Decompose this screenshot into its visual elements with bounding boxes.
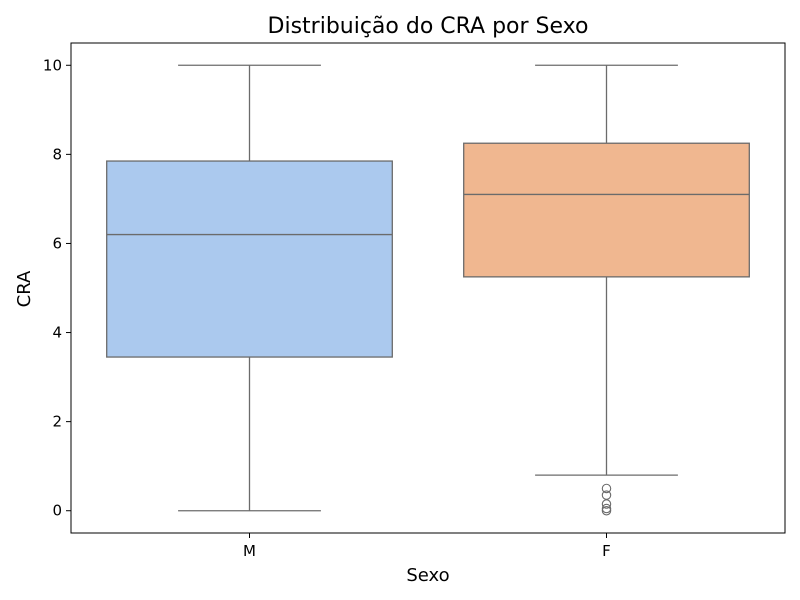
x-axis-label: Sexo <box>406 565 449 586</box>
chart-title: Distribuição do CRA por Sexo <box>268 14 589 39</box>
y-axis-label: CRA <box>14 270 35 307</box>
y-tick-label: 6 <box>52 234 62 252</box>
y-tick-label: 2 <box>52 413 62 431</box>
plot-frame <box>70 42 786 534</box>
x-tick-label: M <box>243 542 256 560</box>
outlier-point-f <box>601 483 612 494</box>
box-m <box>106 160 393 358</box>
y-tick-label: 10 <box>43 56 62 74</box>
y-tick-label: 8 <box>52 145 62 163</box>
y-tick-label: 0 <box>52 502 62 520</box>
y-tick-label: 4 <box>52 324 62 342</box>
outlier-point-f <box>601 499 612 509</box>
plot-area: 0 2 4 6 8 10 M F <box>43 42 786 560</box>
box-f <box>463 142 750 278</box>
x-tick-label: F <box>602 542 611 560</box>
outlier-point-f <box>601 505 612 516</box>
outlier-point-f <box>601 503 612 514</box>
